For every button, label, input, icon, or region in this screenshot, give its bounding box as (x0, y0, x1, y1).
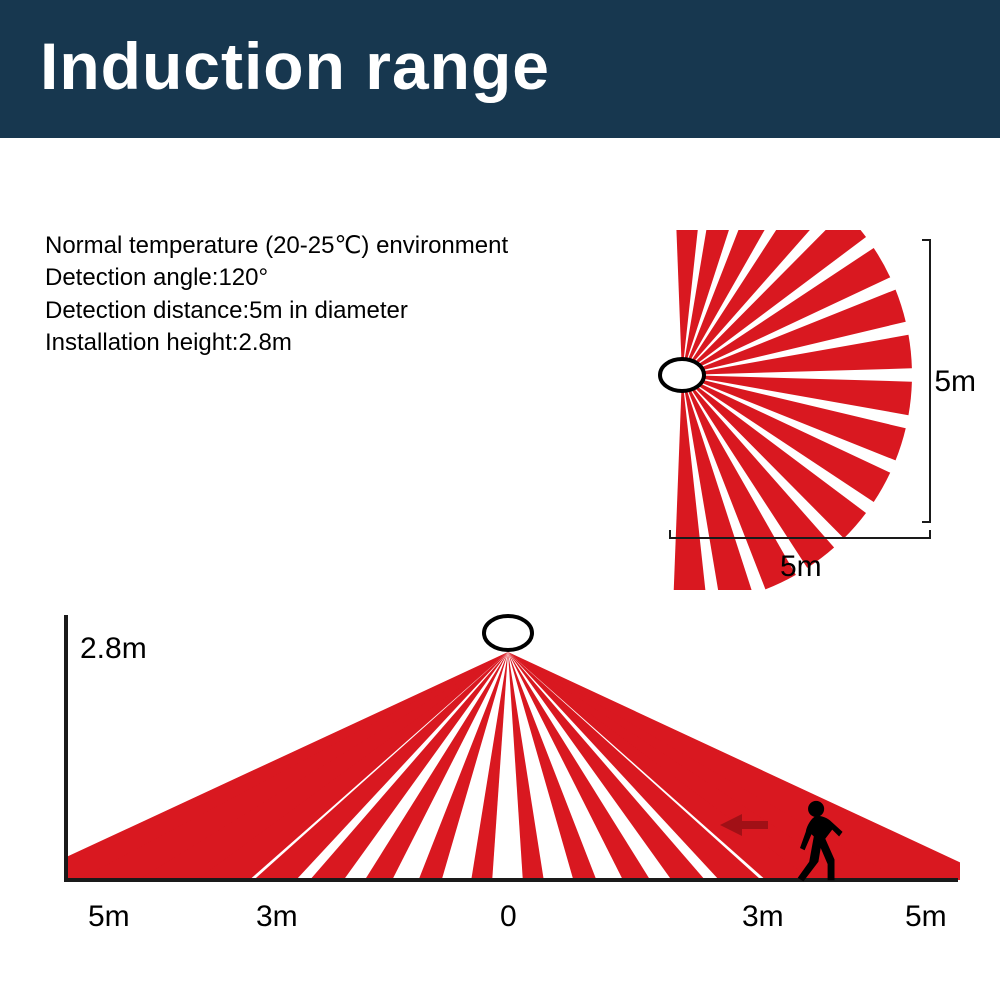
spec-line-1: Normal temperature (20-25℃) environment (45, 230, 508, 262)
x-axis-label-0: 5m (88, 900, 130, 934)
x-axis-label-4: 5m (905, 900, 947, 934)
x-axis-label-2: 0 (500, 900, 517, 934)
top-view-vertical-label: 5m (934, 365, 976, 399)
top-view-diagram: 5m 5m (610, 230, 970, 590)
header-bar: Induction range (0, 0, 1000, 138)
top-view-horizontal-label: 5m (780, 550, 822, 584)
spec-text-block: Normal temperature (20-25℃) environment … (45, 230, 508, 360)
page-title: Induction range (40, 28, 960, 104)
spec-line-3: Detection distance:5m in diameter (45, 295, 508, 327)
spec-line-4: Installation height:2.8m (45, 327, 508, 359)
x-axis-label-3: 3m (742, 900, 784, 934)
x-axis-label-1: 3m (256, 900, 298, 934)
side-view-height-label: 2.8m (80, 632, 147, 666)
top-view-svg (610, 230, 970, 590)
side-view-diagram: 2.8m 5m 3m 0 3m 5m (40, 610, 960, 960)
spec-line-2: Detection angle:120° (45, 262, 508, 294)
